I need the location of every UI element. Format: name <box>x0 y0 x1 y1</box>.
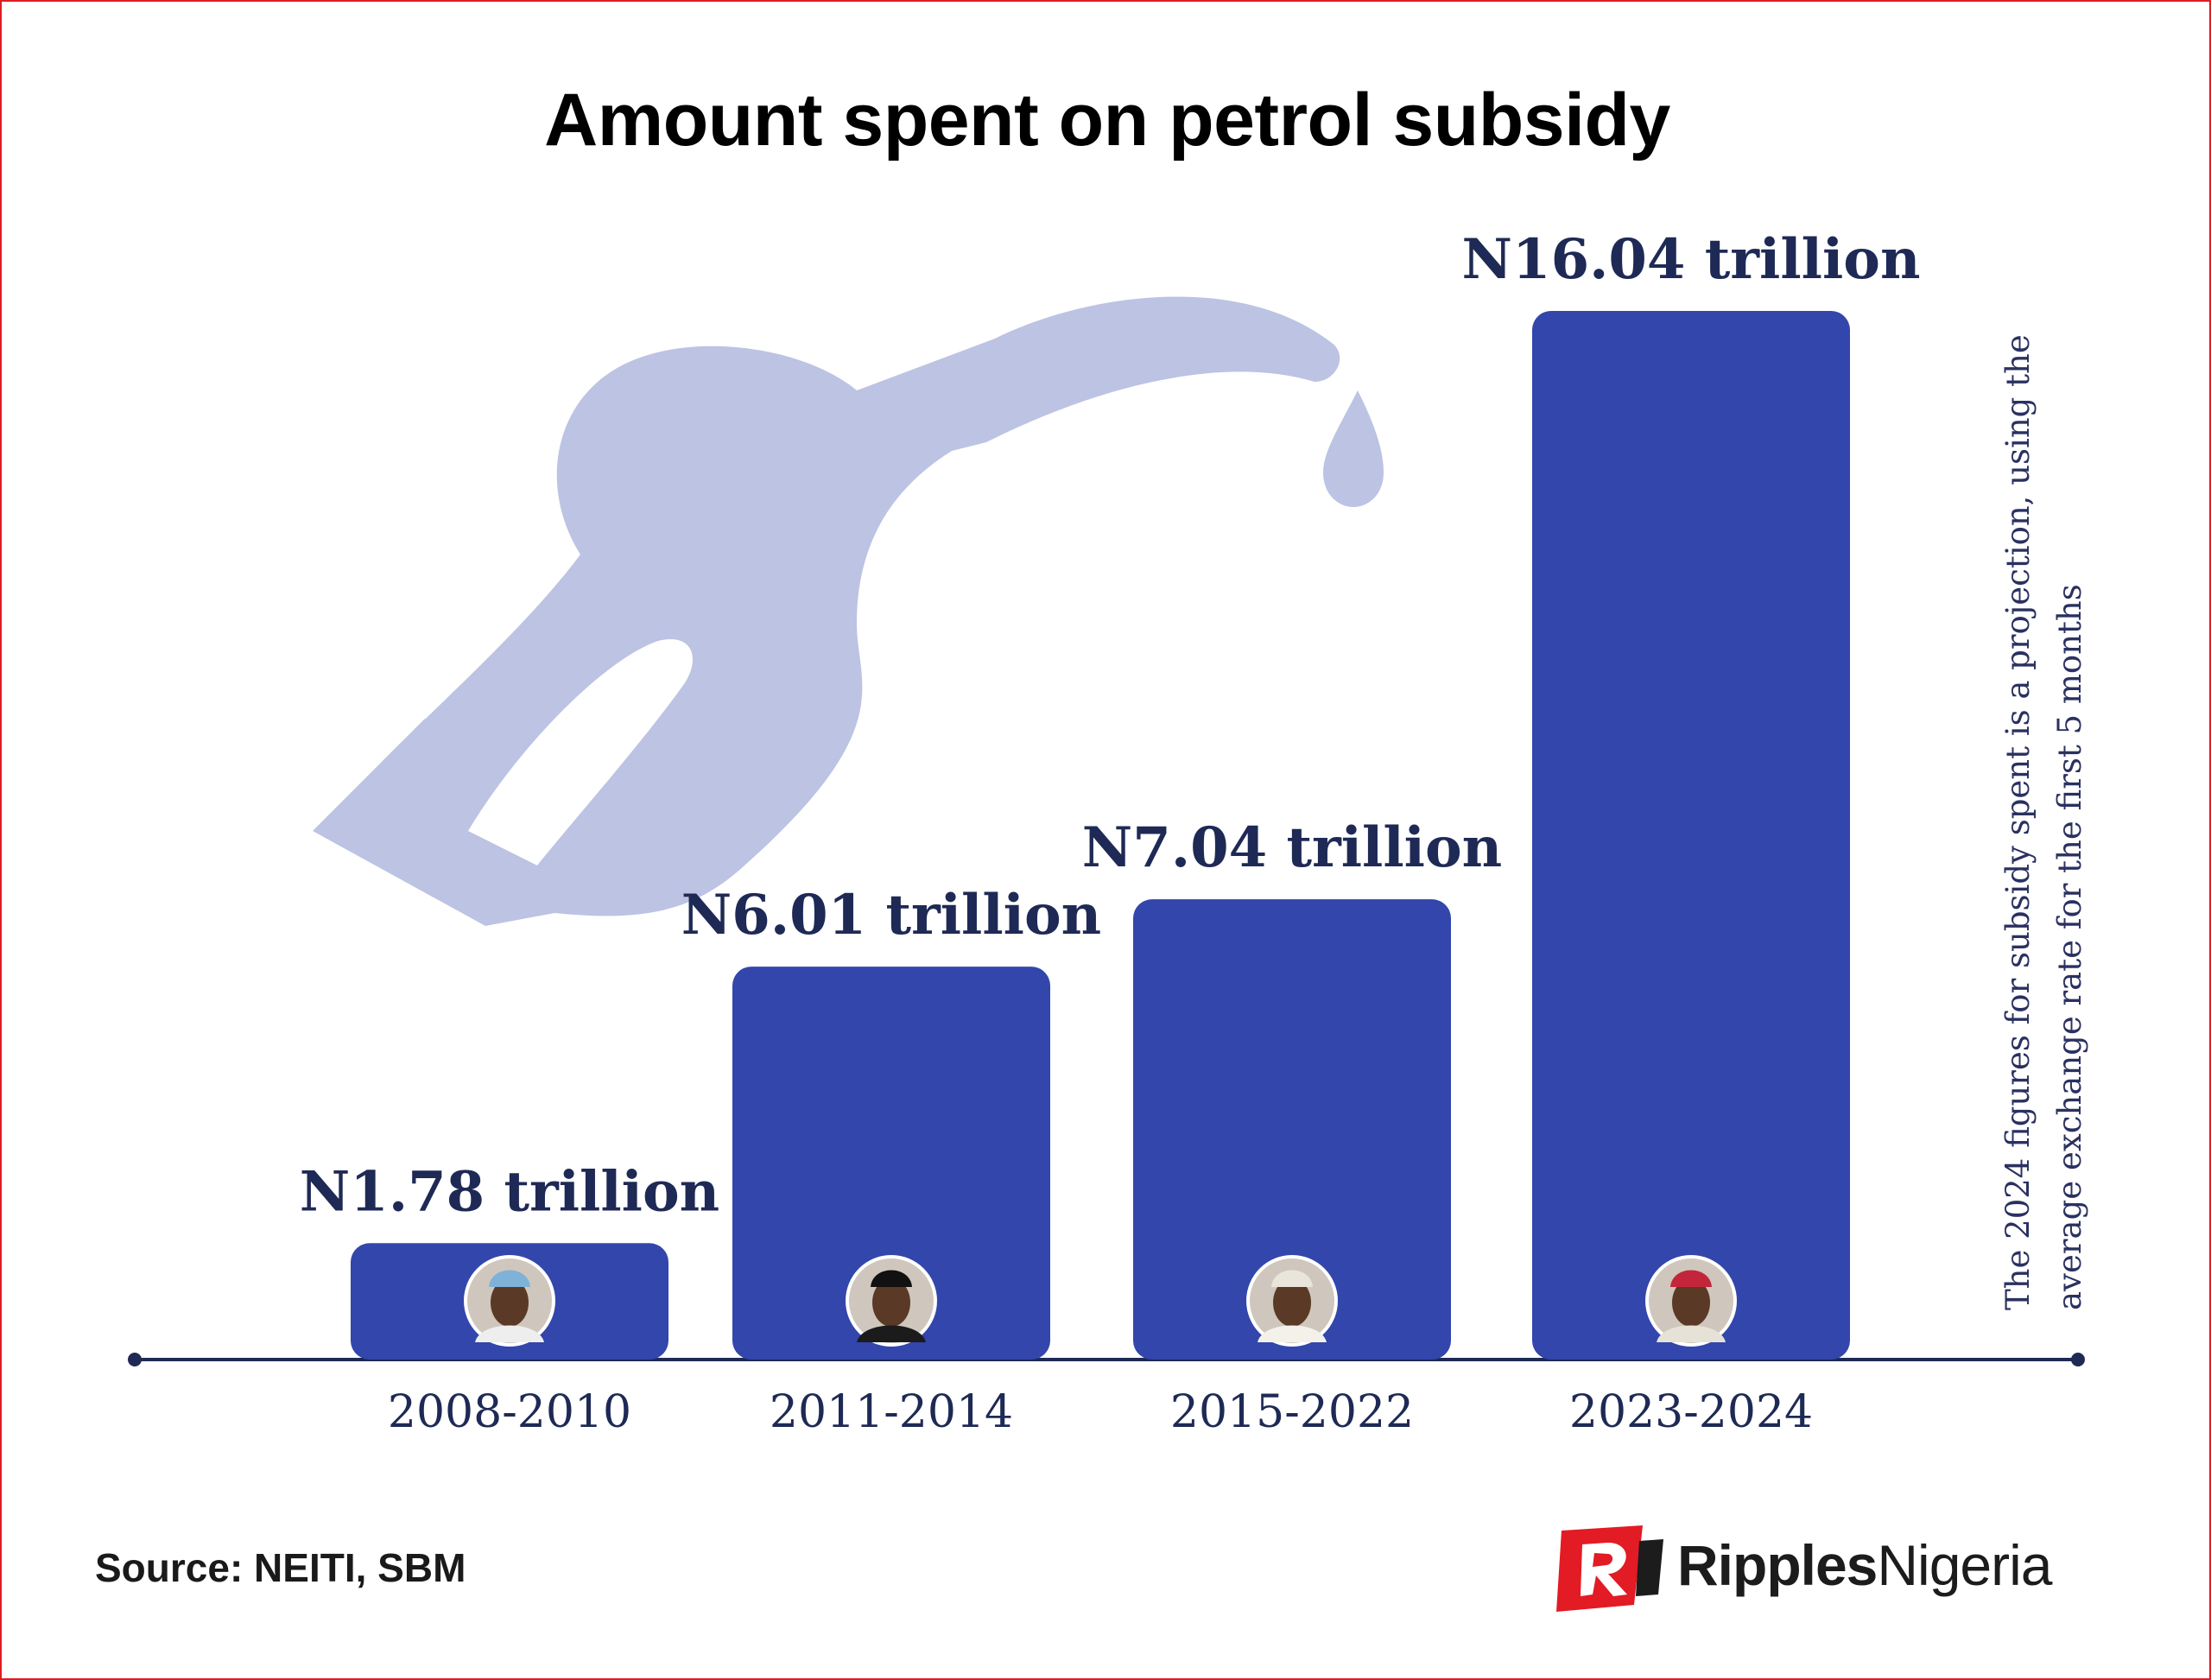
brand-name-regular: Nigeria <box>1877 1533 2052 1597</box>
portrait-jonathan <box>846 1255 937 1347</box>
projection-note: The 2024 figures for subsidy spent is a … <box>1999 334 2088 1310</box>
x-axis-end-dot <box>2071 1353 2085 1366</box>
portrait-yaradua <box>464 1255 555 1347</box>
bar-2023-2024 <box>1532 311 1850 1360</box>
source-credit: Source: NEITI, SBM <box>95 1545 466 1590</box>
bar-2011-2014 <box>732 967 1050 1360</box>
portrait-buhari <box>1246 1255 1338 1347</box>
portrait-tinubu <box>1645 1255 1737 1347</box>
value-label: N16.04 trillion <box>1462 227 1921 292</box>
value-label: N7.04 trillion <box>1082 815 1502 880</box>
value-label: N1.78 trillion <box>300 1159 719 1224</box>
fuel-nozzle-icon <box>313 296 1384 926</box>
chart-title: Amount spent on petrol subsidy <box>544 79 1670 162</box>
category-label: 2008-2010 <box>388 1386 631 1438</box>
category-label: 2023-2024 <box>1569 1386 1813 1438</box>
brand-name-bold: Ripples <box>1677 1533 1878 1597</box>
category-label: 2015-2022 <box>1170 1386 1414 1438</box>
brand-name: RipplesNigeria <box>1677 1532 2052 1598</box>
bar-2015-2022 <box>1133 899 1451 1360</box>
ripples-nigeria-logo <box>1556 1525 1663 1612</box>
x-axis-start-dot <box>128 1353 142 1366</box>
value-label: N6.01 trillion <box>681 883 1101 948</box>
bars-layer: N1.78 trillion 2008-2010 N6.01 trillion 201… <box>300 227 1921 1438</box>
category-label: 2011-2014 <box>770 1386 1013 1438</box>
